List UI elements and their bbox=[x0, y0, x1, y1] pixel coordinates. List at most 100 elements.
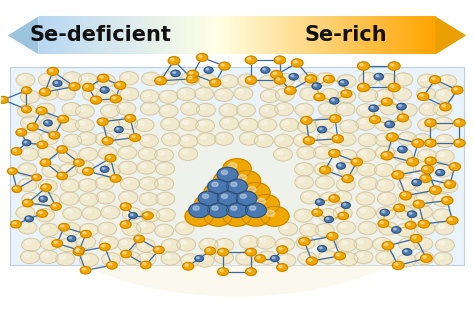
Circle shape bbox=[337, 253, 340, 256]
Circle shape bbox=[121, 241, 127, 245]
Circle shape bbox=[200, 199, 209, 205]
Circle shape bbox=[354, 237, 373, 250]
Circle shape bbox=[127, 116, 130, 118]
Circle shape bbox=[59, 147, 62, 149]
Circle shape bbox=[275, 88, 294, 101]
Bar bbox=[193, 16, 195, 54]
Circle shape bbox=[416, 222, 435, 235]
Circle shape bbox=[396, 90, 402, 94]
Circle shape bbox=[197, 133, 216, 146]
Circle shape bbox=[412, 236, 416, 238]
Circle shape bbox=[320, 192, 339, 205]
Bar bbox=[386, 16, 388, 54]
Circle shape bbox=[49, 69, 53, 71]
Bar bbox=[384, 16, 386, 54]
Circle shape bbox=[398, 146, 407, 153]
Circle shape bbox=[41, 184, 51, 191]
Circle shape bbox=[242, 76, 247, 80]
Circle shape bbox=[220, 250, 223, 252]
Bar bbox=[364, 16, 366, 54]
Circle shape bbox=[433, 164, 452, 177]
Circle shape bbox=[41, 197, 43, 199]
Bar bbox=[266, 16, 268, 54]
Bar bbox=[230, 16, 232, 54]
Bar bbox=[426, 16, 428, 54]
Circle shape bbox=[274, 76, 285, 84]
Bar bbox=[241, 16, 243, 54]
Circle shape bbox=[418, 74, 437, 87]
Circle shape bbox=[219, 62, 230, 70]
Circle shape bbox=[297, 146, 316, 159]
Bar bbox=[44, 16, 46, 54]
Circle shape bbox=[182, 137, 188, 141]
Circle shape bbox=[387, 123, 390, 124]
Circle shape bbox=[63, 207, 82, 220]
Circle shape bbox=[23, 140, 31, 146]
Circle shape bbox=[179, 118, 198, 131]
Circle shape bbox=[356, 104, 375, 117]
Bar bbox=[179, 16, 181, 54]
Bar bbox=[77, 16, 79, 54]
Circle shape bbox=[245, 56, 256, 64]
Bar bbox=[228, 16, 229, 54]
Circle shape bbox=[425, 119, 436, 127]
Circle shape bbox=[97, 89, 116, 102]
Bar bbox=[70, 16, 72, 54]
Bar bbox=[62, 16, 64, 54]
Bar bbox=[244, 16, 246, 54]
Circle shape bbox=[261, 254, 267, 258]
Circle shape bbox=[181, 240, 186, 244]
Bar bbox=[66, 16, 68, 54]
Circle shape bbox=[181, 102, 200, 115]
Circle shape bbox=[337, 90, 356, 103]
Circle shape bbox=[123, 74, 129, 78]
Circle shape bbox=[143, 180, 148, 184]
Bar bbox=[414, 16, 416, 54]
Bar bbox=[303, 16, 305, 54]
Bar bbox=[344, 16, 346, 54]
Circle shape bbox=[13, 222, 16, 224]
Bar bbox=[82, 16, 84, 54]
Circle shape bbox=[418, 196, 424, 200]
Circle shape bbox=[357, 163, 376, 176]
Circle shape bbox=[140, 241, 146, 245]
Circle shape bbox=[279, 265, 282, 268]
Circle shape bbox=[247, 187, 256, 193]
Circle shape bbox=[177, 87, 196, 101]
Circle shape bbox=[434, 117, 453, 130]
Circle shape bbox=[444, 198, 447, 201]
Bar bbox=[360, 16, 362, 54]
Circle shape bbox=[322, 168, 325, 170]
Circle shape bbox=[62, 241, 67, 245]
Bar bbox=[319, 16, 321, 54]
Circle shape bbox=[8, 168, 17, 175]
Bar bbox=[371, 16, 373, 54]
Bar bbox=[100, 16, 101, 54]
Circle shape bbox=[177, 238, 196, 251]
Circle shape bbox=[44, 120, 52, 126]
Bar bbox=[380, 16, 382, 54]
Circle shape bbox=[66, 137, 72, 141]
Circle shape bbox=[408, 211, 417, 217]
Circle shape bbox=[105, 255, 111, 259]
Bar bbox=[408, 16, 410, 54]
Circle shape bbox=[339, 253, 358, 266]
Circle shape bbox=[243, 121, 248, 125]
Circle shape bbox=[301, 254, 307, 258]
Circle shape bbox=[212, 182, 218, 187]
Circle shape bbox=[409, 212, 412, 214]
Bar bbox=[123, 16, 125, 54]
Circle shape bbox=[208, 203, 228, 217]
Circle shape bbox=[377, 192, 396, 205]
Bar bbox=[192, 16, 194, 54]
Bar bbox=[335, 16, 337, 54]
Text: Se-rich: Se-rich bbox=[304, 26, 387, 45]
Bar bbox=[270, 16, 272, 54]
Bar bbox=[381, 16, 383, 54]
Circle shape bbox=[99, 179, 105, 183]
Circle shape bbox=[414, 181, 417, 183]
Circle shape bbox=[69, 83, 80, 91]
Circle shape bbox=[399, 165, 404, 169]
Circle shape bbox=[337, 221, 356, 234]
Bar bbox=[52, 16, 54, 54]
